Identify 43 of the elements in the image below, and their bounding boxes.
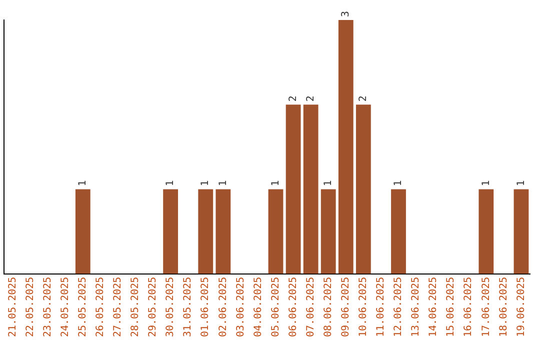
- x-tick-label: 12.06.2025: [393, 276, 404, 338]
- x-tick-label: 24.05.2025: [60, 276, 71, 338]
- data-label: 1: [77, 180, 88, 186]
- x-tick-label: 05.06.2025: [270, 276, 282, 338]
- x-tick-label: 30.05.2025: [165, 276, 176, 338]
- x-tick-label: 15.06.2025: [446, 276, 457, 338]
- data-label: 1: [218, 180, 229, 186]
- x-tick-label: 10.06.2025: [358, 276, 370, 338]
- x-tick-label: 09.06.2025: [340, 276, 352, 338]
- data-label: 1: [165, 180, 176, 186]
- x-tick-label: 03.06.2025: [235, 276, 246, 338]
- x-tick-label: 31.05.2025: [182, 276, 194, 338]
- x-tick-label: 02.06.2025: [218, 276, 229, 338]
- x-tick-label: 27.05.2025: [112, 276, 124, 338]
- x-tick-label: 14.06.2025: [428, 276, 440, 338]
- data-label: 1: [480, 180, 492, 186]
- data-label: 1: [393, 180, 404, 186]
- x-tick-label: 19.06.2025: [516, 276, 527, 338]
- x-tick-label: 16.06.2025: [463, 276, 474, 338]
- x-tick-label: 06.06.2025: [288, 276, 299, 338]
- x-tick-label: 08.06.2025: [322, 276, 334, 338]
- x-tick-label: 22.05.2025: [24, 276, 36, 338]
- x-tick-label: 29.05.2025: [148, 276, 159, 338]
- data-label: 2: [358, 96, 370, 102]
- data-label: 1: [516, 180, 527, 186]
- x-tick-label: 23.05.2025: [42, 276, 54, 338]
- x-tick-label: 17.06.2025: [480, 276, 492, 338]
- data-label: 1: [270, 180, 282, 186]
- data-label: 3: [340, 10, 352, 17]
- x-tick-label: 11.06.2025: [376, 276, 387, 338]
- data-label: 1: [200, 180, 212, 186]
- x-tick-label: 18.06.2025: [498, 276, 510, 338]
- x-tick-label: 25.05.2025: [77, 276, 88, 338]
- data-label: 1: [322, 180, 334, 186]
- x-tick-label: 01.06.2025: [200, 276, 212, 338]
- x-tick-label: 13.06.2025: [410, 276, 422, 338]
- data-label: 2: [305, 96, 316, 102]
- x-tick-label: 26.05.2025: [95, 276, 106, 338]
- x-tick-label: 04.06.2025: [252, 276, 264, 338]
- x-tick-label: 28.05.2025: [130, 276, 142, 338]
- x-tick-label: 07.06.2025: [305, 276, 316, 338]
- x-tick-label: 21.05.2025: [7, 276, 18, 338]
- data-label: 2: [288, 96, 299, 102]
